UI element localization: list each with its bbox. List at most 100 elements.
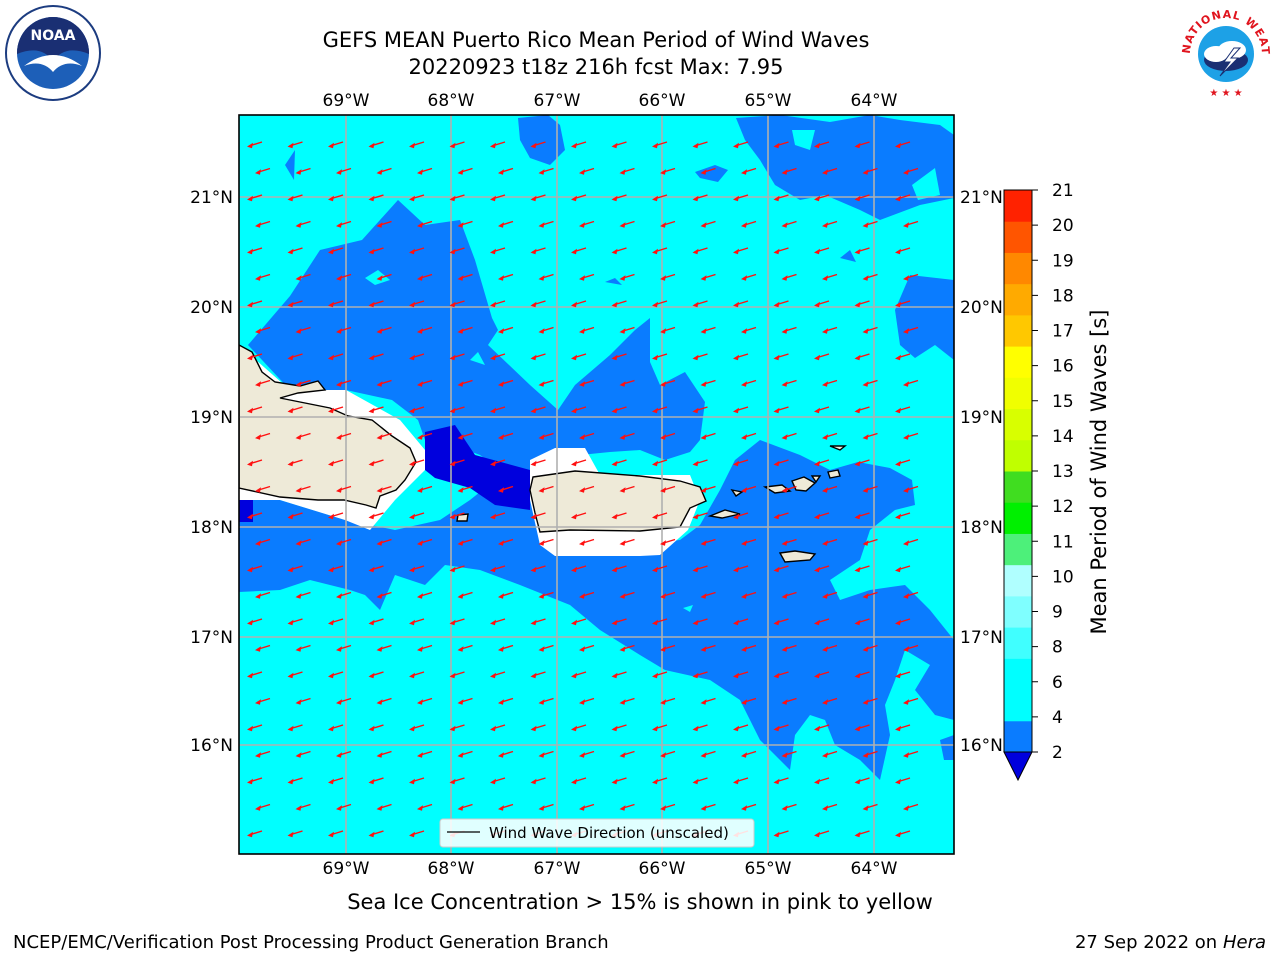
wave-direction-arrow [457,538,473,546]
wave-direction-arrow [692,512,708,520]
wave-direction-arrow [498,220,514,228]
wave-direction-arrow [733,194,749,202]
wave-direction-arrow [660,326,676,334]
wave-direction-arrow [247,777,263,785]
wave-direction-arrow [247,724,263,732]
wave-direction-arrow [700,591,716,599]
wave-direction-arrow [895,141,911,149]
wave-direction-arrow [822,644,838,652]
wave-direction-arrow [457,750,473,758]
colorbar-tick-label: 9 [1052,603,1063,623]
wave-direction-arrow [255,803,271,811]
map-legend: Wind Wave Direction (unscaled) [439,818,755,848]
colorbar-tick-label: 10 [1052,567,1074,587]
wave-direction-arrow [336,750,352,758]
lat-label-left: 20°N [190,298,233,318]
wave-direction-arrow [781,167,797,175]
wave-direction-arrow [490,194,506,202]
wave-direction-arrow [328,777,344,785]
wave-direction-arrow [692,406,708,414]
wave-direction-arrow [530,512,546,520]
wave-direction-arrow [611,512,627,520]
colorbar-bin [1004,627,1032,659]
wave-direction-arrow [700,485,716,493]
wave-islands [255,130,940,612]
wave-direction-arrow [538,538,554,546]
wave-direction-arrow [328,565,344,573]
footer-date: 27 Sep 2022 on Hera [1075,932,1266,953]
map-frame [238,114,955,855]
wave-direction-arrow [619,273,635,281]
wave-direction-arrow [287,512,303,520]
wave-direction-arrow [822,538,838,546]
wave-direction-arrow [490,406,506,414]
wave-direction-arrow [368,618,384,626]
wave-direction-arrow [733,247,749,255]
wave-direction-arrow [571,565,587,573]
wave-direction-arrow [652,141,668,149]
wave-direction-arrow [895,353,911,361]
wave-direction-arrow [255,273,271,281]
wave-direction-arrow [741,538,757,546]
wave-direction-arrow [579,273,595,281]
colorbar-bin [1004,658,1032,691]
wave-direction-arrow [490,141,506,149]
wave-direction-arrow [660,591,676,599]
wave-direction-arrow [571,459,587,467]
colorbar-tick-label: 11 [1052,532,1074,552]
wave-direction-arrow [781,750,797,758]
wave-direction-arrow [895,724,911,732]
wave-direction-arrow [368,671,384,679]
wave-direction-arrow [538,644,554,652]
wave-direction-arrow [490,671,506,679]
wave-direction-arrow [449,671,465,679]
wave-direction-arrow [862,379,878,387]
wave-direction-arrow [336,538,352,546]
wave-direction-arrow [619,432,635,440]
wave-direction-arrow [862,750,878,758]
lon-label-top: 65°W [745,91,792,111]
lat-labels-right: 21°N 20°N 19°N 18°N 17°N 16°N [960,188,1003,756]
wave-direction-arrow [247,194,263,202]
wave-direction-arrow [571,671,587,679]
colorbar-tick-label: 4 [1052,708,1063,728]
wave-direction-arrow [571,777,587,785]
wave-direction-arrow [692,247,708,255]
wave-direction-arrow [287,141,303,149]
wave-direction-arrow [579,803,595,811]
wave-direction-arrow [490,618,506,626]
noaa-logo: NOAA [4,4,102,102]
colorbar-tick-label: 8 [1052,638,1063,658]
wave-direction-arrow [417,326,433,334]
lat-label-right: 20°N [960,298,1003,318]
wave-direction-arrow [781,644,797,652]
wind-wave-arrows [247,141,919,838]
wave-direction-arrow [498,273,514,281]
wave-direction-arrow [417,750,433,758]
wave-direction-arrow [328,459,344,467]
wave-direction-arrow [895,777,911,785]
colorbar-tick-label: 2 [1052,743,1063,763]
wave-direction-arrow [409,830,425,838]
wave-direction-arrow [611,459,627,467]
wave-direction-arrow [700,379,716,387]
lon-label-bottom: 67°W [534,859,581,879]
wave-direction-arrow [895,830,911,838]
wave-direction-arrow [652,618,668,626]
wave-direction-arrow [773,565,789,573]
wave-direction-arrow [903,432,919,440]
wave-direction-arrow [530,565,546,573]
footer-host: Hera [1222,932,1266,953]
wave-direction-arrow [854,671,870,679]
wave-direction-arrow [741,379,757,387]
wave-direction-arrow [295,273,311,281]
wave-direction-arrow [328,300,344,308]
wave-direction-arrow [247,247,263,255]
wave-direction-arrow [903,644,919,652]
wave-direction-arrow [376,326,392,334]
wave-direction-arrow [247,671,263,679]
wave-direction-arrow [538,220,554,228]
wave-direction-arrow [336,644,352,652]
wave-direction-arrow [368,300,384,308]
wave-direction-arrow [457,379,473,387]
